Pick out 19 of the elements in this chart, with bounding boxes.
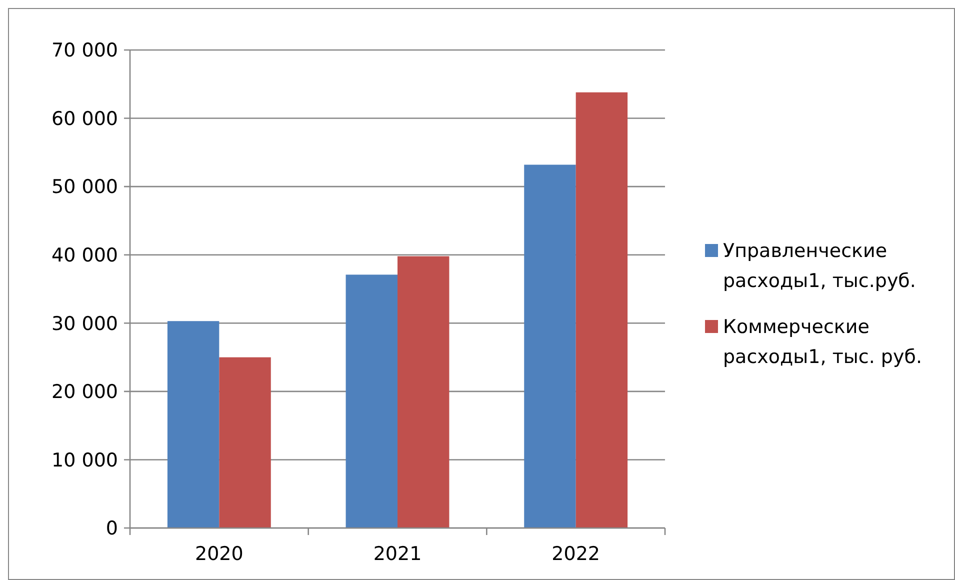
- y-tick-label: 10 000: [52, 449, 118, 472]
- bar: [167, 321, 220, 528]
- bar: [524, 164, 576, 528]
- x-tick-label: 2020: [194, 543, 244, 565]
- y-tick-label: 50 000: [52, 176, 118, 198]
- bar: [346, 274, 398, 528]
- bar: [219, 357, 271, 528]
- x-tick-label: 2022: [552, 543, 600, 565]
- y-tick-label: 20 000: [52, 381, 118, 404]
- y-tick-label: 40 000: [52, 244, 118, 267]
- x-tick-label: 2021: [373, 543, 422, 565]
- y-tick-label: 0: [106, 518, 118, 540]
- bar: [398, 256, 450, 528]
- legend-label: Управленческие расходы1, тыс.руб.: [723, 240, 916, 292]
- legend-label: Коммерческие расходы1, тыс. руб.: [723, 316, 922, 368]
- y-tick-label: 60 000: [52, 108, 118, 130]
- y-tick-label: 30 000: [52, 312, 118, 335]
- bar: [576, 92, 628, 528]
- y-tick-label: 70 000: [52, 40, 118, 62]
